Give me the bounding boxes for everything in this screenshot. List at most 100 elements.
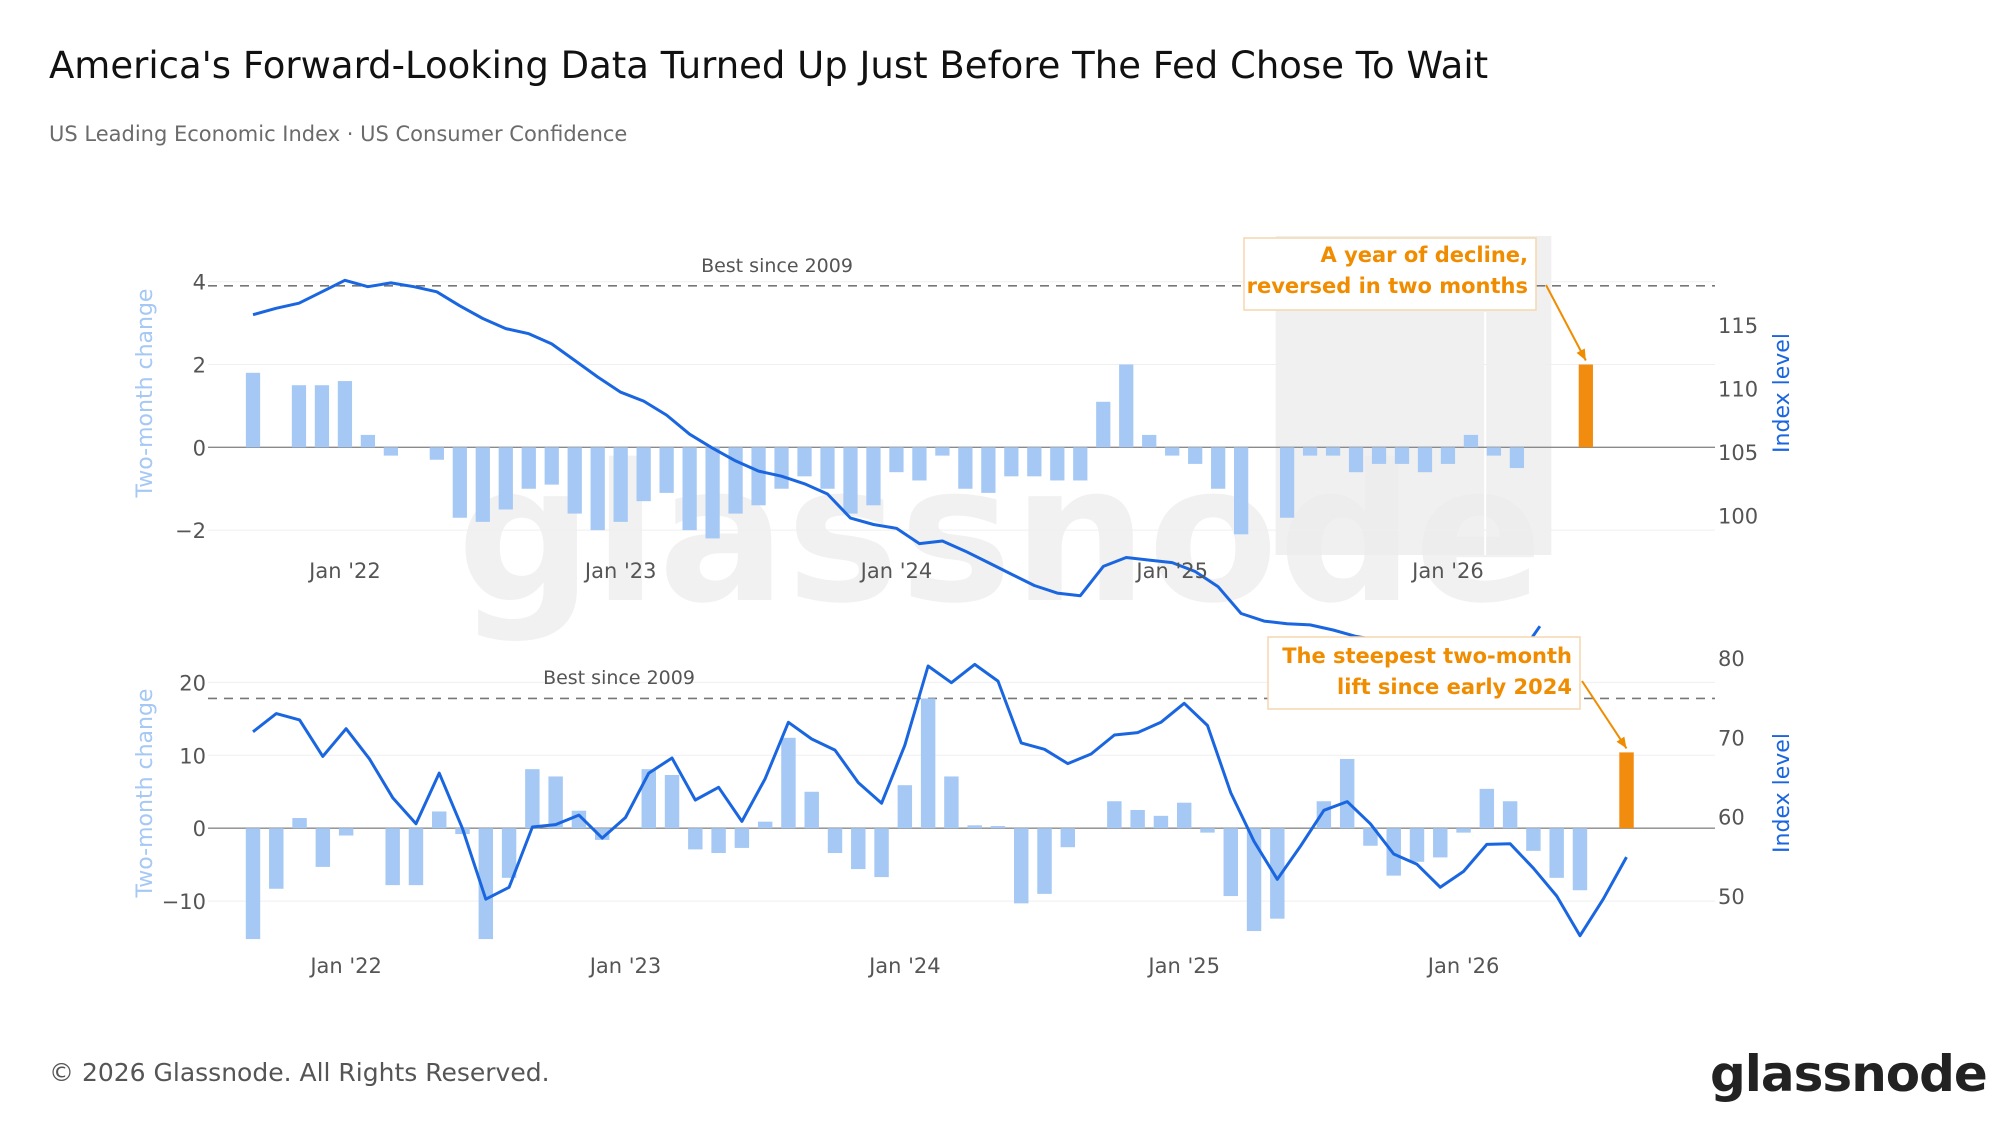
chart-subtitle: US Leading Economic Index · US Consumer …	[49, 122, 628, 146]
annotation-text: A year of decline,	[1321, 243, 1529, 267]
highlight-bar	[1619, 752, 1634, 829]
y-tick-label: 2	[193, 354, 206, 378]
bar	[1014, 828, 1029, 904]
y2-tick-label: 70	[1718, 726, 1745, 750]
arrow-head-icon	[1576, 348, 1586, 361]
bar	[664, 774, 680, 829]
bar	[797, 447, 812, 477]
bar	[269, 828, 284, 889]
x-tick-label: Jan '26	[1426, 954, 1500, 978]
y-tick-label: 4	[193, 271, 206, 295]
bar	[944, 776, 959, 829]
bar	[734, 828, 750, 848]
bar	[843, 447, 858, 514]
bar	[1502, 801, 1518, 829]
bar	[1486, 447, 1502, 456]
annotation-box	[1267, 636, 1581, 710]
x-tick-label: Jan '23	[583, 559, 657, 583]
chart-panel-2: Best since 2009 −10 0 10 20 50 60 70 80 Jan '22 Ja…	[133, 636, 1795, 978]
y2-tick-label: 105	[1718, 441, 1758, 465]
bar	[705, 447, 720, 539]
brand-logo: glassnode	[1710, 1045, 1988, 1103]
bar	[935, 447, 950, 456]
bar	[820, 447, 835, 489]
bar	[1440, 447, 1456, 464]
chart-title: America's Forward-Looking Data Turned Up…	[49, 44, 1489, 87]
bar	[1037, 828, 1052, 894]
annotation-arrow	[1545, 284, 1587, 361]
bar	[245, 372, 261, 448]
bar	[383, 447, 399, 456]
bar	[1456, 828, 1471, 833]
bar	[1050, 447, 1065, 481]
annotation-text: lift since early 2024	[1337, 675, 1572, 699]
bar	[475, 447, 490, 522]
bar	[981, 447, 996, 493]
reference-label: Best since 2009	[543, 667, 695, 689]
bar	[1572, 828, 1588, 891]
bar	[751, 447, 766, 506]
bar	[452, 447, 467, 518]
bar	[1302, 447, 1318, 456]
bar	[711, 828, 726, 854]
bar	[1509, 447, 1525, 469]
bar	[245, 828, 261, 940]
bar	[1096, 401, 1111, 448]
bar	[912, 447, 927, 481]
bar	[594, 828, 610, 840]
bar	[432, 811, 447, 829]
annotation-text: The steepest two-month	[1282, 644, 1572, 668]
y2-axis-title: Index level	[1770, 333, 1795, 453]
bar	[967, 825, 982, 829]
bar	[548, 776, 563, 829]
bar	[757, 821, 773, 829]
reference-label: Best since 2009	[701, 255, 853, 277]
bar	[1325, 447, 1341, 456]
bar	[1130, 810, 1145, 829]
index-line	[252, 662, 1628, 938]
bar	[688, 828, 703, 850]
bar	[338, 828, 354, 836]
bar	[1246, 828, 1262, 932]
bar	[1526, 828, 1541, 851]
bar	[1153, 815, 1169, 829]
bar	[897, 785, 913, 829]
bar	[1060, 828, 1076, 848]
bar	[1027, 447, 1042, 477]
bar	[498, 447, 513, 510]
bar	[866, 447, 881, 506]
bar	[1200, 828, 1215, 833]
x-tick-label: Jan '25	[1146, 954, 1220, 978]
annotation-arrow	[1581, 680, 1628, 749]
bar	[1348, 447, 1364, 473]
bar	[804, 791, 819, 829]
bar	[385, 828, 400, 886]
x-tick-label: Jan '24	[867, 954, 941, 978]
bar	[1316, 801, 1332, 829]
y-axis-title: Two-month change	[133, 689, 158, 899]
bar	[851, 828, 866, 870]
y-tick-label: 0	[193, 817, 206, 841]
bar	[1549, 828, 1564, 878]
x-tick-label: Jan '26	[1410, 559, 1484, 583]
y2-tick-label: 100	[1718, 505, 1758, 529]
bar	[1417, 447, 1433, 473]
bar	[659, 447, 674, 493]
bar	[641, 769, 656, 829]
chart-panel-1: Best since 2009 −2 0 2 4 100 105 110 115 Jan '22 J…	[133, 236, 1795, 664]
bar	[337, 381, 353, 448]
y2-tick-label: 50	[1718, 885, 1745, 909]
bar	[1004, 447, 1019, 477]
bar	[990, 826, 1006, 829]
y2-tick-label: 60	[1718, 806, 1745, 830]
bar	[408, 828, 424, 886]
bar	[827, 828, 843, 854]
x-tick-label: Jan '22	[307, 559, 381, 583]
bar	[1211, 447, 1226, 489]
y2-tick-label: 80	[1718, 647, 1745, 671]
y2-axis-title: Index level	[1770, 733, 1795, 853]
bar	[1339, 758, 1355, 829]
bar	[1073, 447, 1088, 481]
bar	[1279, 447, 1295, 518]
